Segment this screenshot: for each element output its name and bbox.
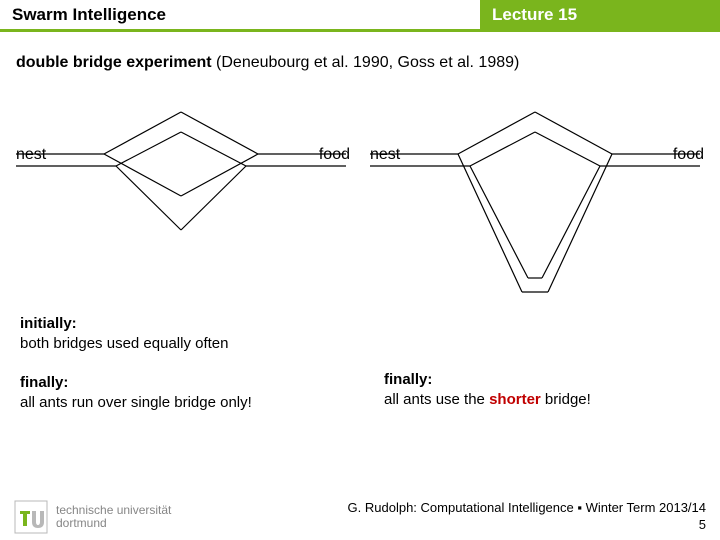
- finally-text-right: all ants use the shorter bridge!: [384, 390, 700, 410]
- subtitle: double bridge experiment (Deneubourg et …: [16, 54, 704, 72]
- caption-left: initially: both bridges used equally oft…: [20, 314, 336, 413]
- footer-right: G. Rudolph: Computational Intelligence ▪…: [348, 500, 706, 534]
- diagram-left: nest food: [16, 104, 350, 304]
- initially-label: initially:: [20, 315, 77, 332]
- finally-label-left: finally:: [20, 374, 68, 391]
- label-nest-left: nest: [16, 146, 46, 164]
- finally-text-left: all ants run over single bridge only!: [20, 393, 336, 413]
- bridge-diagram-equal: [16, 104, 346, 304]
- label-food-left: food: [319, 146, 350, 164]
- finally-post: bridge!: [541, 391, 591, 408]
- logo-line2: dortmund: [56, 517, 171, 530]
- slide-header: Swarm Intelligence Lecture 15: [0, 0, 720, 32]
- label-food-right: food: [673, 146, 704, 164]
- subtitle-bold: double bridge experiment: [16, 54, 212, 71]
- logo-text: technische universität dortmund: [56, 504, 171, 530]
- diagram-row: nest food nest food: [16, 104, 704, 304]
- slide-content: double bridge experiment (Deneubourg et …: [0, 32, 720, 413]
- caption-right: finally: all ants use the shorter bridge…: [356, 314, 700, 413]
- initially-text: both bridges used equally often: [20, 334, 336, 354]
- header-title-right: Lecture 15: [480, 0, 720, 32]
- finally-pre: all ants use the: [384, 391, 489, 408]
- university-logo: technische universität dortmund: [14, 500, 171, 534]
- bridge-diagram-unequal: [370, 104, 700, 304]
- label-nest-right: nest: [370, 146, 400, 164]
- diagram-right: nest food: [370, 104, 704, 304]
- finally-label-right: finally:: [384, 371, 432, 388]
- subtitle-rest: (Deneubourg et al. 1990, Goss et al. 198…: [212, 54, 520, 71]
- footer-credit: G. Rudolph: Computational Intelligence ▪…: [348, 500, 706, 517]
- finally-highlight: shorter: [489, 391, 541, 408]
- tu-logo-icon: [14, 500, 48, 534]
- caption-row: initially: both bridges used equally oft…: [16, 314, 704, 413]
- header-title-left: Swarm Intelligence: [0, 0, 480, 32]
- slide-number: 5: [348, 517, 706, 534]
- slide-footer: technische universität dortmund G. Rudol…: [0, 500, 720, 534]
